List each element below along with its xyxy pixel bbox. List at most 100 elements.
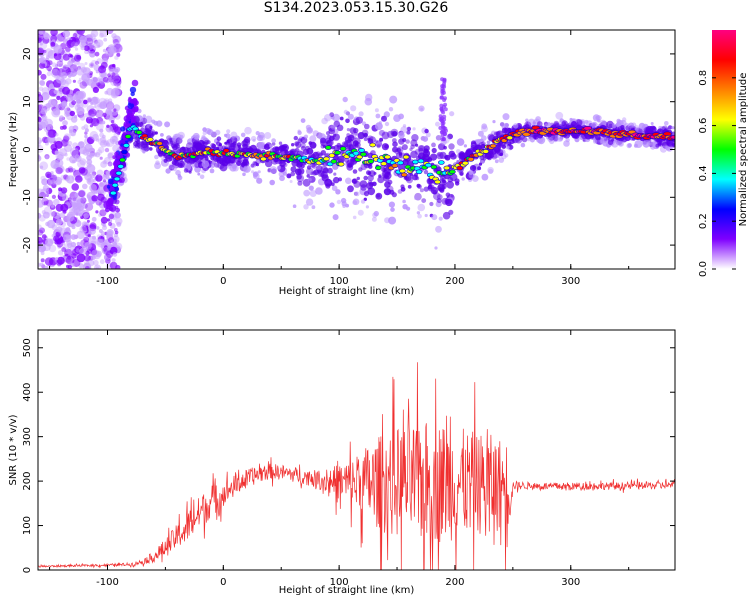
- spectrogram-point: [94, 102, 102, 110]
- spectrogram-point: [352, 169, 358, 174]
- spectrogram-point: [302, 148, 310, 156]
- spectrogram-point: [47, 60, 53, 66]
- spectrogram-point: [97, 81, 106, 89]
- spectrogram-point: [149, 147, 153, 151]
- spectrogram-point: [142, 114, 146, 118]
- spectrogram-point: [255, 163, 260, 167]
- spectrogram-point: [201, 135, 206, 139]
- spectrogram-point: [292, 204, 297, 208]
- spectrogram-point: [59, 212, 66, 219]
- y-axis-label: Frequency (Hz): [8, 112, 19, 188]
- spectrogram-ridge-point: [489, 143, 497, 149]
- spectrogram-point: [617, 140, 623, 147]
- spectrogram-point: [336, 124, 344, 132]
- snr-series-line: [38, 362, 675, 570]
- spectrogram-point: [99, 140, 108, 148]
- spectrogram-point: [599, 138, 605, 144]
- spectrogram-point: [38, 86, 44, 92]
- spectrogram-point: [214, 162, 220, 168]
- spectrogram-point: [62, 242, 66, 246]
- spectrogram-point: [417, 213, 422, 219]
- spectrogram-point: [52, 100, 57, 106]
- spectrogram-point: [483, 157, 487, 161]
- spectrogram-point: [116, 52, 121, 57]
- spectrogram-point: [650, 122, 654, 125]
- spectrogram-point: [96, 169, 104, 176]
- spectrogram-point: [316, 165, 323, 172]
- spectrogram-point: [50, 30, 58, 37]
- spectrogram-point: [436, 151, 444, 160]
- spectrogram-point: [667, 125, 673, 130]
- spectrogram-point: [330, 124, 336, 130]
- spectrogram-point: [74, 192, 79, 198]
- spectrogram-point: [470, 165, 477, 172]
- spectrogram-point: [42, 136, 49, 143]
- spectrogram-point: [111, 135, 118, 142]
- spectrogram-point: [366, 182, 374, 190]
- spectrogram-point: [53, 198, 60, 206]
- spectrogram-point: [80, 168, 88, 176]
- spectrogram-point: [76, 241, 81, 246]
- spectrogram-point: [375, 113, 381, 119]
- spectrogram-point: [446, 180, 454, 189]
- spectrogram-point: [42, 185, 50, 192]
- spectrogram-point: [111, 63, 116, 68]
- spectrogram-point: [333, 133, 337, 137]
- spectrogram-point: [656, 138, 660, 143]
- spectrogram-point: [70, 68, 74, 72]
- spectrogram-point: [367, 171, 372, 175]
- spectrogram-point: [294, 147, 300, 153]
- x-tick-label: 200: [445, 276, 464, 287]
- spectrogram-point: [69, 196, 78, 205]
- spectrogram-point: [328, 127, 336, 135]
- spectrogram-point: [387, 179, 393, 185]
- spectrogram-point: [74, 47, 79, 51]
- spectrogram-point: [441, 84, 446, 88]
- spectrogram-point: [481, 123, 488, 130]
- spectrogram-point: [56, 95, 61, 101]
- spectrogram-point: [384, 217, 391, 224]
- spectrogram-point: [490, 148, 497, 155]
- spectrogram-point: [345, 177, 352, 185]
- spectrogram-point: [439, 178, 444, 182]
- spectrogram-point: [79, 158, 87, 166]
- spectrogram-point: [286, 173, 292, 179]
- spectrogram-point: [92, 86, 99, 93]
- spectrogram-point: [216, 162, 221, 168]
- spectrogram-point: [216, 136, 222, 141]
- spectrogram-point: [73, 115, 78, 119]
- spectrogram-point: [351, 178, 357, 184]
- spectrogram-point: [375, 140, 383, 148]
- spectrogram-point: [188, 170, 192, 174]
- spectrogram-point: [219, 163, 228, 172]
- spectrogram-point: [499, 152, 503, 157]
- spectrogram-point: [607, 139, 614, 145]
- x-tick-label: 200: [445, 577, 464, 588]
- spectrogram-point: [591, 121, 598, 129]
- spectrogram-point: [472, 165, 476, 170]
- spectrogram-point: [492, 120, 496, 124]
- spectrogram-point: [431, 214, 438, 221]
- spectrogram-point: [233, 141, 237, 146]
- spectrogram-point: [114, 186, 120, 192]
- spectrogram-point: [633, 143, 638, 148]
- spectrogram-point: [50, 159, 60, 169]
- spectrogram-point: [227, 156, 236, 164]
- spectrogram-point: [39, 30, 44, 35]
- spectrogram-point: [175, 143, 179, 147]
- spectrogram-point: [55, 64, 59, 68]
- spectrogram-point: [528, 118, 535, 126]
- spectrogram-point: [201, 160, 210, 169]
- spectrogram-point: [332, 214, 339, 221]
- spectrogram-point: [78, 205, 84, 212]
- spectrogram-point: [471, 175, 479, 183]
- spectrogram-point: [232, 165, 239, 172]
- x-tick-label: 100: [330, 577, 349, 588]
- spectrogram-point: [66, 264, 70, 269]
- spectrogram-point: [87, 109, 95, 117]
- spectrogram-point: [393, 114, 401, 122]
- spectrogram-point: [424, 213, 428, 218]
- spectrogram-point: [315, 151, 321, 157]
- spectrogram-point: [38, 69, 42, 76]
- spectrogram-point: [110, 66, 115, 71]
